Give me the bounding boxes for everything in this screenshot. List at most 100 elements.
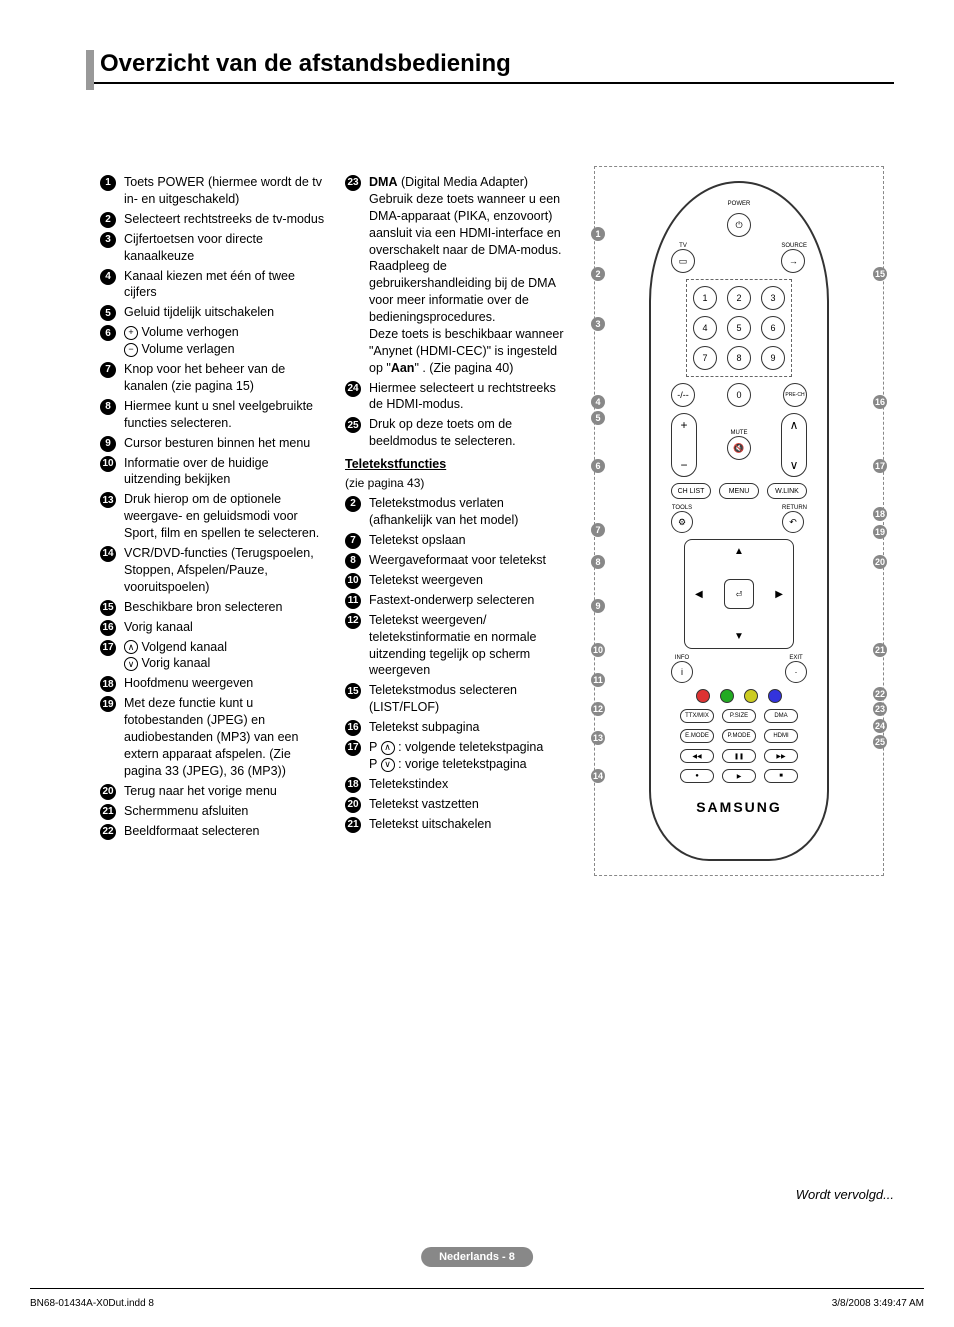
page-number-badge: Nederlands - 8 bbox=[421, 1247, 533, 1267]
remote-figure: 1234567891011121314 15161718192021222324… bbox=[594, 166, 884, 876]
tv-button[interactable]: ▭ bbox=[671, 249, 695, 273]
callout-9: 9 bbox=[591, 599, 605, 613]
hdmi-button[interactable]: HDMI bbox=[764, 729, 798, 743]
color-button-3[interactable] bbox=[768, 689, 782, 703]
mute-button[interactable]: 🔇 bbox=[727, 436, 751, 460]
callout-11: 11 bbox=[591, 673, 605, 687]
channel-rocker[interactable]: ∧∨ bbox=[781, 413, 807, 477]
item-text: DMA (Digital Media Adapter) Gebruik deze… bbox=[369, 174, 570, 377]
record-button[interactable]: ● bbox=[680, 769, 714, 783]
callout-13: 13 bbox=[591, 731, 605, 745]
return-button[interactable]: ↶ bbox=[782, 511, 804, 533]
item-text: + Volume verhogen− Volume verlagen bbox=[124, 324, 325, 358]
menu-button[interactable]: MENU bbox=[719, 483, 759, 499]
item-text: Teletekst subpagina bbox=[369, 719, 570, 736]
item-text: Teletekst opslaan bbox=[369, 532, 570, 549]
list-item: 8Hiermee kunt u snel veelgebruikte funct… bbox=[100, 398, 325, 432]
title-underline bbox=[86, 82, 894, 84]
play-button[interactable]: ▶ bbox=[722, 769, 756, 783]
list-item: 18Hoofdmenu weergeven bbox=[100, 675, 325, 692]
item-number-badge: 20 bbox=[100, 784, 116, 800]
item-number-badge: 14 bbox=[100, 546, 116, 562]
callout-15: 15 bbox=[873, 267, 887, 281]
list-item: 7Knop voor het beheer van de kanalen (zi… bbox=[100, 361, 325, 395]
item-number-badge: 17 bbox=[345, 740, 361, 756]
tools-label: TOOLS bbox=[671, 505, 693, 511]
info-label: INFO bbox=[671, 655, 693, 661]
item-number-badge: 23 bbox=[345, 175, 361, 191]
item-number-badge: 18 bbox=[345, 777, 361, 793]
power-button[interactable]: ⏻ bbox=[727, 213, 751, 237]
item-number-badge: 22 bbox=[100, 824, 116, 840]
item-number-badge: 19 bbox=[100, 696, 116, 712]
enter-button[interactable]: ⏎ bbox=[724, 579, 754, 609]
prech-button[interactable]: PRE-CH bbox=[783, 383, 807, 407]
color-buttons-row bbox=[696, 689, 782, 703]
ffwd-button[interactable]: ▶▶ bbox=[764, 749, 798, 763]
item-text: Terug naar het vorige menu bbox=[124, 783, 325, 800]
item-text: Informatie over de huidige uitzending be… bbox=[124, 455, 325, 489]
item-number-badge: 21 bbox=[100, 804, 116, 820]
rewind-button[interactable]: ◀◀ bbox=[680, 749, 714, 763]
chlist-button[interactable]: CH LIST bbox=[671, 483, 711, 499]
brand-label: SAMSUNG bbox=[696, 799, 782, 815]
pause-button[interactable]: ❚❚ bbox=[722, 749, 756, 763]
list-item: 10Teletekst weergeven bbox=[345, 572, 570, 589]
dash-button[interactable]: -/-- bbox=[671, 383, 695, 407]
ttxmix-button[interactable]: TTX/MIX bbox=[680, 709, 714, 723]
return-label: RETURN bbox=[782, 505, 807, 511]
stop-button[interactable]: ■ bbox=[764, 769, 798, 783]
callout-4: 4 bbox=[591, 395, 605, 409]
pmode-button[interactable]: P.MODE bbox=[722, 729, 756, 743]
item-text: Hiermee selecteert u rechtstreeks de HDM… bbox=[369, 380, 570, 414]
item-text: Selecteert rechtstreeks de tv-modus bbox=[124, 211, 325, 228]
dpad[interactable]: ▲ ▼ ◀ ▶ ⏎ bbox=[684, 539, 794, 649]
item-text: Druk op deze toets om de beeldmodus te s… bbox=[369, 416, 570, 450]
color-button-2[interactable] bbox=[744, 689, 758, 703]
tools-button[interactable]: ⚙ bbox=[671, 511, 693, 533]
numkey-7[interactable]: 7 bbox=[693, 346, 717, 370]
wlink-button[interactable]: W.LINK bbox=[767, 483, 807, 499]
dpad-up-icon: ▲ bbox=[734, 546, 744, 557]
list-item: 24 Hiermee selecteert u rechtstreeks de H… bbox=[345, 380, 570, 414]
numkey-5[interactable]: 5 bbox=[727, 316, 751, 340]
list-item: 23 DMA (Digital Media Adapter) Gebruik de… bbox=[345, 174, 570, 377]
item-number-badge: 8 bbox=[345, 553, 361, 569]
list-item: 13Druk hierop om de optionele weergave- … bbox=[100, 491, 325, 542]
tv-label: TV bbox=[671, 243, 695, 249]
color-button-0[interactable] bbox=[696, 689, 710, 703]
callout-17: 17 bbox=[873, 459, 887, 473]
volume-rocker[interactable]: +− bbox=[671, 413, 697, 477]
item-text: Beschikbare bron selecteren bbox=[124, 599, 325, 616]
psize-button[interactable]: P.SIZE bbox=[722, 709, 756, 723]
numkey-4[interactable]: 4 bbox=[693, 316, 717, 340]
callout-1: 1 bbox=[591, 227, 605, 241]
zero-button[interactable]: 0 bbox=[727, 383, 751, 407]
numkey-3[interactable]: 3 bbox=[761, 286, 785, 310]
numkey-1[interactable]: 1 bbox=[693, 286, 717, 310]
callout-16: 16 bbox=[873, 395, 887, 409]
callout-23: 23 bbox=[873, 702, 887, 716]
item-text: Druk hierop om de optionele weergave- en… bbox=[124, 491, 325, 542]
emode-button[interactable]: E.MODE bbox=[680, 729, 714, 743]
item-text: Schermmenu afsluiten bbox=[124, 803, 325, 820]
item-text: Teletekst vastzetten bbox=[369, 796, 570, 813]
list-item: 5Geluid tijdelijk uitschakelen bbox=[100, 304, 325, 321]
numkey-9[interactable]: 9 bbox=[761, 346, 785, 370]
callout-19: 19 bbox=[873, 525, 887, 539]
source-button[interactable]: → bbox=[781, 249, 805, 273]
dma-button[interactable]: DMA bbox=[764, 709, 798, 723]
numkey-2[interactable]: 2 bbox=[727, 286, 751, 310]
item-number-badge: 24 bbox=[345, 381, 361, 397]
numkey-8[interactable]: 8 bbox=[727, 346, 751, 370]
info-button[interactable]: i bbox=[671, 661, 693, 683]
item-text: VCR/DVD-functies (Terugspoelen, Stoppen,… bbox=[124, 545, 325, 596]
numkey-6[interactable]: 6 bbox=[761, 316, 785, 340]
list-item: 8Weergaveformaat voor teletekst bbox=[345, 552, 570, 569]
list-item: 18Teletekstindex bbox=[345, 776, 570, 793]
list-item: 4Kanaal kiezen met één of twee cijfers bbox=[100, 268, 325, 302]
item-text: Kanaal kiezen met één of twee cijfers bbox=[124, 268, 325, 302]
color-button-1[interactable] bbox=[720, 689, 734, 703]
callout-25: 25 bbox=[873, 735, 887, 749]
exit-button[interactable]: · bbox=[785, 661, 807, 683]
